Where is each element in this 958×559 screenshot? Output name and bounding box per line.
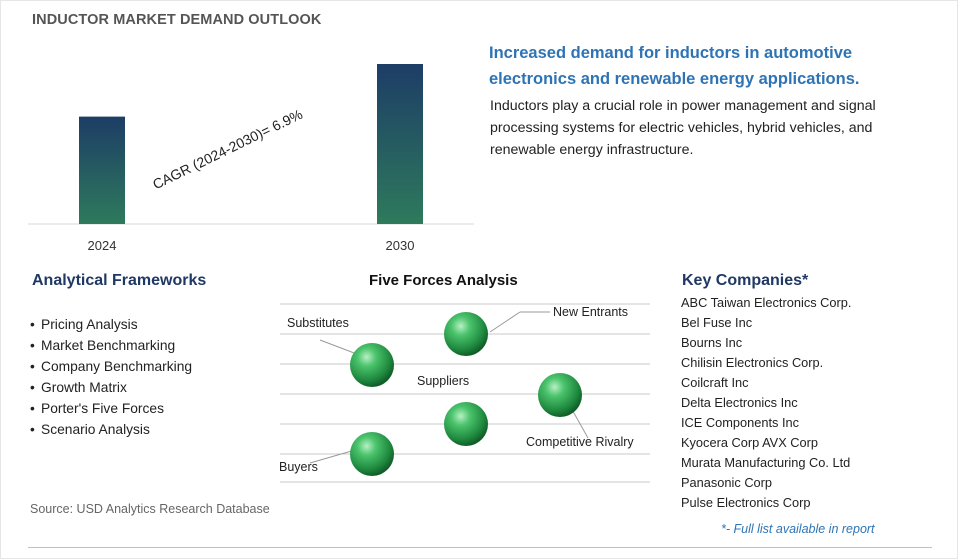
source-note: Source: USD Analytics Research Database: [30, 502, 270, 516]
five-forces-title: Five Forces Analysis: [369, 272, 518, 289]
company-item: Coilcraft Inc: [681, 375, 749, 390]
force-label-substitutes: Substitutes: [287, 316, 349, 330]
sphere-substitutes: [350, 343, 394, 387]
headline: Increased demand for inductors in automo…: [489, 44, 860, 88]
company-item: ABC Taiwan Electronics Corp.: [681, 295, 852, 310]
company-item: ICE Components Inc: [681, 415, 800, 430]
company-item: Murata Manufacturing Co. Ltd: [681, 455, 851, 470]
x-tick-label: 2024: [88, 238, 117, 253]
bottom-divider: [28, 547, 932, 548]
five-forces-diagram: [280, 303, 650, 483]
frameworks-title: Analytical Frameworks: [32, 272, 207, 289]
company-item: Chilisin Electronics Corp.: [681, 355, 824, 370]
bar-2030: [377, 64, 423, 224]
main-title: INDUCTOR MARKET DEMAND OUTLOOK: [32, 12, 322, 28]
list-item: Growth Matrix: [30, 377, 192, 398]
company-item: Bel Fuse Inc: [681, 315, 753, 330]
company-item: Bourns Inc: [681, 335, 743, 350]
x-tick-label: 2030: [386, 238, 415, 253]
frameworks-list: Pricing Analysis Market Benchmarking Com…: [30, 314, 192, 440]
sphere-competitive-rivalry: [538, 373, 582, 417]
company-item: Kyocera Corp AVX Corp: [681, 435, 819, 450]
sphere-suppliers: [444, 402, 488, 446]
list-item: Company Benchmarking: [30, 356, 192, 377]
sphere-buyers: [350, 432, 394, 476]
company-item: Delta Electronics Inc: [681, 395, 798, 410]
bar-chart: 2024 2030: [28, 64, 474, 253]
company-item: Panasonic Corp: [681, 475, 773, 490]
force-label-new-entrants: New Entrants: [553, 305, 629, 319]
description: Inductors play a crucial role in power m…: [490, 98, 876, 158]
list-item: Porter's Five Forces: [30, 398, 192, 419]
list-item: Market Benchmarking: [30, 335, 192, 356]
companies-footnote: *- Full list available in report: [721, 522, 875, 536]
bar-2024: [79, 116, 125, 224]
force-label-competitive-rivalry: Competitive Rivalry: [526, 435, 634, 449]
list-item: Scenario Analysis: [30, 419, 192, 440]
companies-title: Key Companies*: [682, 272, 809, 289]
force-label-buyers: Buyers: [279, 460, 318, 474]
sphere-new-entrants: [444, 312, 488, 356]
company-item: Pulse Electronics Corp: [681, 495, 811, 510]
force-label-suppliers: Suppliers: [417, 374, 470, 388]
list-item: Pricing Analysis: [30, 314, 192, 335]
companies-list: ABC Taiwan Electronics Corp. Bel Fuse In…: [681, 293, 851, 513]
